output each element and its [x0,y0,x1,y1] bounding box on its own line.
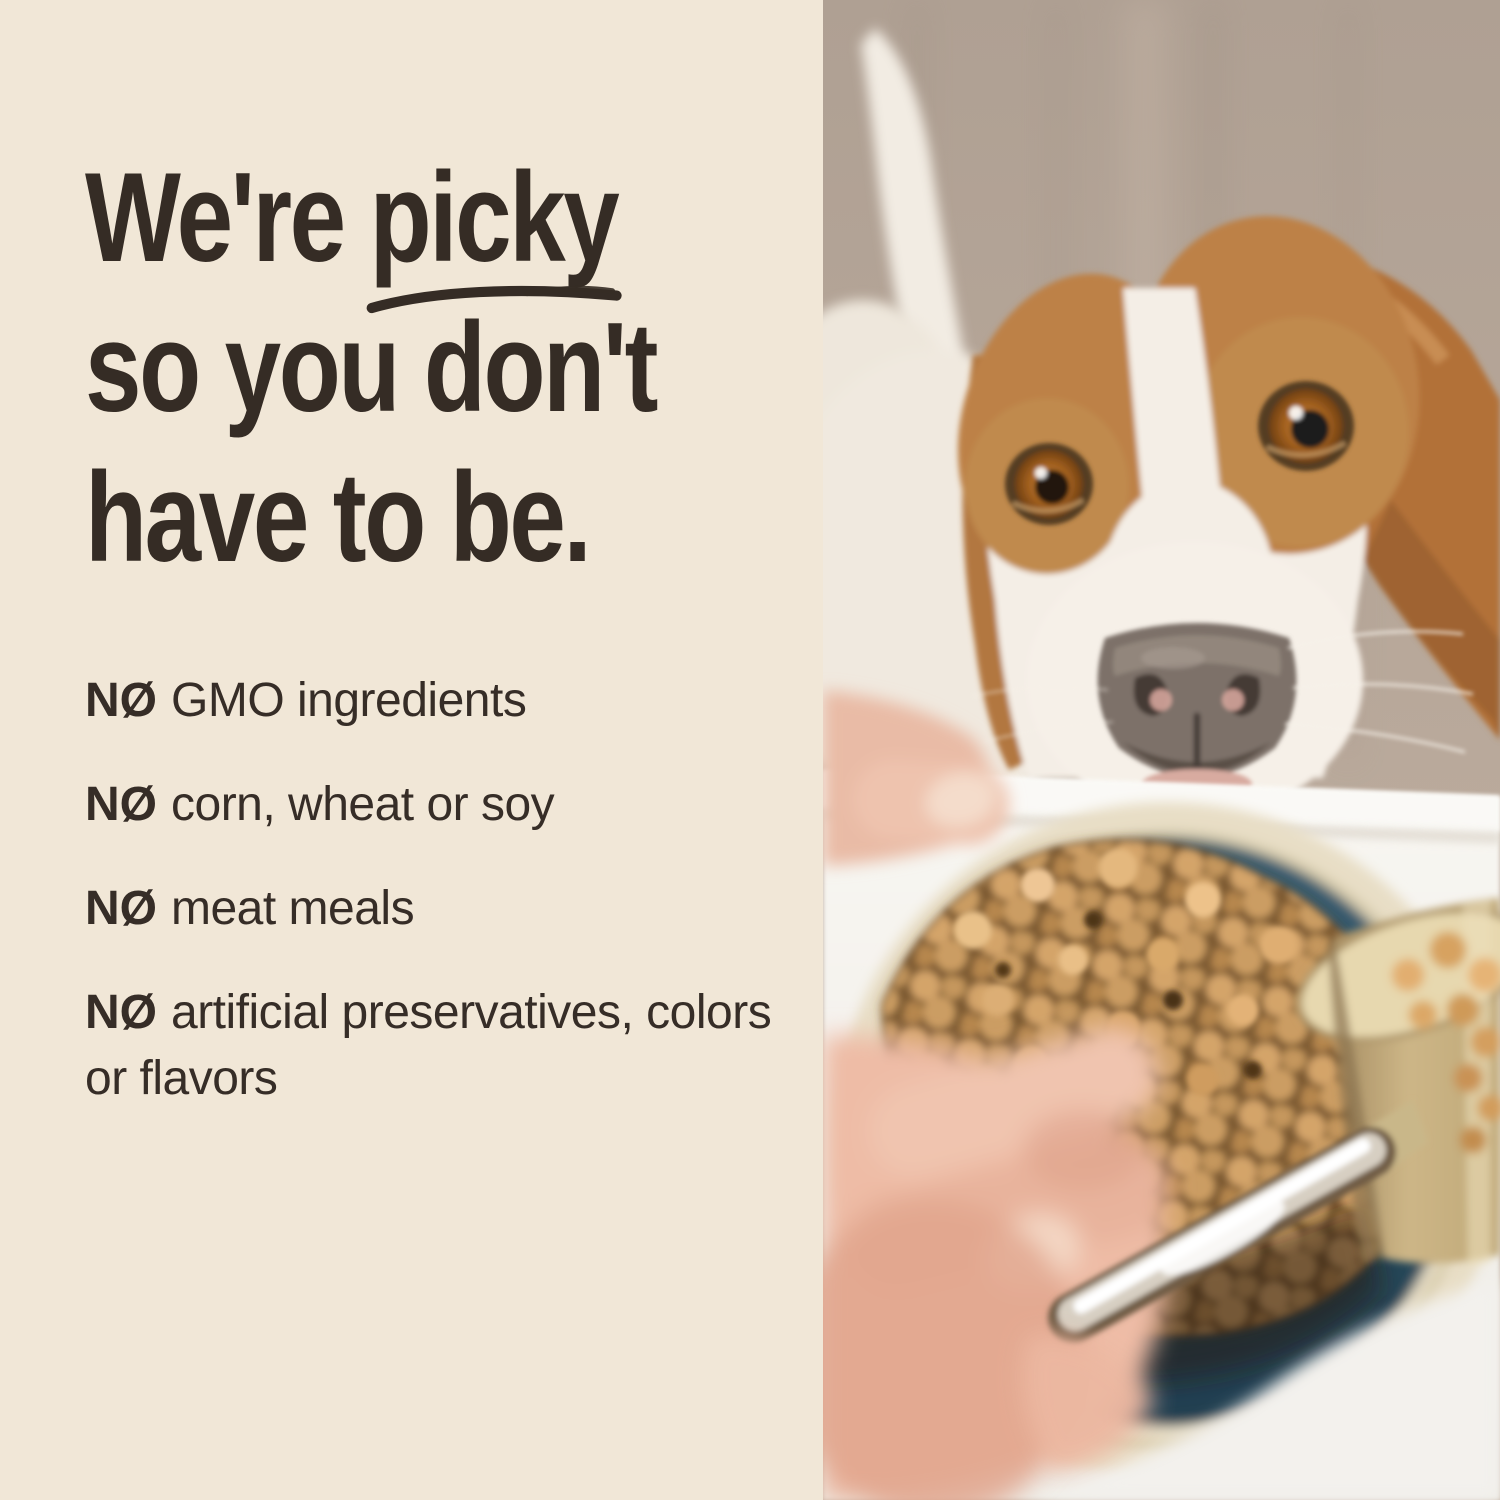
dog-photo [823,0,1500,1500]
headline-line-2: so you don't [85,296,658,438]
text-panel: We're picky so you don't have to be. NØ G… [0,0,823,1500]
underline-scribble [366,285,622,314]
headline-line-1: We're picky [85,142,656,314]
dog [823,28,1500,830]
dog-nose [1097,623,1297,799]
claim-no-gmo: NØ GMO ingredients [85,674,527,727]
dog-whiskers [972,629,1474,754]
hand [823,1026,1170,1500]
headline-line1-pre: We're [85,146,370,288]
claim-no-meat-meals: NØ meat meals [85,882,415,935]
scoop-cup [1296,898,1500,1266]
scoop-handle [1048,1100,1428,1343]
headline: We're picky so you don't have to be. [85,142,658,592]
table-bottom-right [1013,1282,1500,1500]
no-claims-list: NØ GMO ingredients NØ corn, wheat or soy N… [85,668,785,1150]
headline-line-3: have to be. [85,446,592,588]
claim-no-corn-wheat-soy: NØ corn, wheat or soy [85,778,555,831]
headline-underlined-word: picky [366,142,622,314]
hand-thumb [1022,1334,1155,1472]
hand-finger-top [823,690,1009,866]
dog-eyes [1005,381,1354,525]
photo-panel [823,0,1500,1500]
claim-no-artificial: NØ artificial preservatives, colors or fl… [85,986,772,1105]
